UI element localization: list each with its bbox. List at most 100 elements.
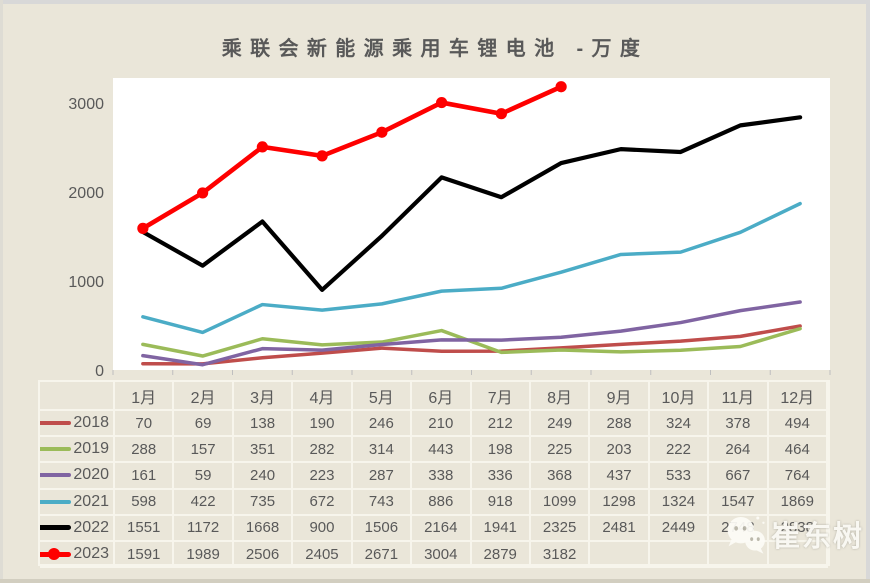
legend-2018-swatch	[40, 421, 72, 426]
value-cell-2021: 743	[352, 489, 413, 516]
value-cell-2022: 1668	[233, 515, 294, 542]
legend-2018: 2018	[40, 411, 115, 438]
legend-2019: 2019	[40, 437, 115, 464]
value-cell-2022: 1551	[115, 515, 175, 542]
value-cell-2020: 667	[709, 463, 769, 490]
value-cell-2020: 764	[768, 463, 828, 490]
value-cell-2020: 223	[293, 463, 353, 490]
legend-2022: 2022	[40, 515, 115, 542]
value-cell-2019: 222	[649, 437, 710, 464]
value-cell-2023: 3182	[530, 541, 591, 569]
value-cell-2018: 324	[649, 411, 710, 438]
legend-2023: 2023	[40, 541, 115, 569]
value-cell-2023: 2405	[293, 541, 353, 569]
value-cell-2019: 443	[412, 437, 472, 464]
value-cell-2020: 437	[590, 463, 650, 490]
legend-2022-swatch	[40, 525, 72, 531]
month-header: 11月	[709, 382, 769, 411]
value-cell-2020: 240	[233, 463, 294, 490]
value-cell-2019: 225	[530, 437, 591, 464]
value-cell-2023	[590, 541, 650, 569]
value-cell-2019: 198	[471, 437, 531, 464]
right-edge-strip	[866, 0, 870, 583]
month-header: 12月	[768, 382, 828, 411]
value-cell-2022: 1172	[174, 515, 234, 542]
month-header: 3月	[233, 382, 294, 411]
legend-2020: 2020	[40, 463, 115, 490]
legend-2021-label: 2021	[73, 492, 109, 510]
value-cell-2020: 336	[471, 463, 531, 490]
month-header: 1月	[115, 382, 175, 411]
plot-area	[113, 78, 830, 370]
y-axis-label: 3000	[68, 96, 104, 113]
value-cell-2020: 368	[530, 463, 591, 490]
value-cell-2021: 1547	[709, 489, 769, 516]
series-marker-2023	[436, 96, 448, 109]
value-cell-2021: 918	[471, 489, 531, 516]
value-cell-2018: 288	[590, 411, 650, 438]
bottom-edge-strip	[0, 579, 870, 583]
value-cell-2021: 1869	[768, 489, 828, 516]
y-axis-label: 1000	[68, 274, 104, 291]
value-cell-2019: 288	[115, 437, 175, 464]
legend-2021-swatch	[40, 499, 72, 504]
line-chart: 0 1000 2000 3000	[68, 78, 831, 380]
value-cell-2019: 351	[233, 437, 294, 464]
value-cell-2019: 314	[352, 437, 413, 464]
value-cell-2022: 2748	[709, 515, 769, 542]
value-cell-2018: 378	[709, 411, 769, 438]
value-cell-2022: 900	[293, 515, 353, 542]
series-line-2021	[141, 201, 802, 335]
legend-2018-label: 2018	[73, 414, 109, 432]
value-cell-2018: 210	[412, 411, 472, 438]
value-cell-2023: 2879	[471, 541, 531, 569]
value-cell-2018: 246	[352, 411, 413, 438]
value-cell-2022: 2164	[412, 515, 472, 542]
value-cell-2018: 69	[174, 411, 234, 438]
value-cell-2018: 138	[233, 411, 294, 438]
series-line-2023	[140, 84, 564, 231]
value-cell-2019: 464	[768, 437, 828, 464]
value-cell-2020: 161	[115, 463, 175, 490]
series-line-2018	[141, 324, 802, 366]
series-marker-2023	[137, 222, 149, 234]
value-cell-2023: 2671	[352, 541, 413, 569]
series-marker-2023	[316, 150, 328, 162]
value-cell-2022: 2838	[768, 515, 828, 542]
series-marker-2023	[256, 141, 268, 153]
y-axis-label: 0	[95, 363, 104, 380]
value-cell-2022: 1506	[352, 515, 413, 542]
value-cell-2019: 157	[174, 437, 234, 464]
legend-2019-label: 2019	[73, 440, 109, 458]
month-header: 9月	[590, 382, 650, 411]
value-cell-2021: 1099	[530, 489, 591, 516]
series-marker-2023	[495, 108, 507, 120]
chart-title: 乘联会新能源乘用车锂电池 -万度	[221, 38, 649, 60]
table-corner-cell	[40, 382, 115, 411]
value-cell-2021: 422	[174, 489, 234, 516]
series-marker-2023	[376, 126, 388, 138]
value-cell-2021: 672	[293, 489, 353, 516]
series-marker-2023	[555, 81, 567, 93]
legend-2023-label: 2023	[73, 545, 109, 563]
value-cell-2019: 282	[293, 437, 353, 464]
value-cell-2022: 2325	[530, 515, 591, 542]
value-cell-2019: 264	[709, 437, 769, 464]
value-cell-2020: 338	[412, 463, 472, 490]
value-cell-2023: 1591	[115, 541, 175, 569]
value-cell-2021: 1298	[590, 489, 650, 516]
value-cell-2022: 2449	[649, 515, 710, 542]
legend-marker-dot	[48, 548, 61, 561]
value-cell-2020: 533	[649, 463, 710, 490]
month-header: 4月	[293, 382, 353, 411]
value-cell-2023	[709, 541, 769, 569]
month-header: 6月	[412, 382, 472, 411]
top-edge-strip	[0, 0, 870, 4]
value-cell-2022: 1941	[471, 515, 531, 542]
value-cell-2021: 598	[115, 489, 175, 516]
legend-2020-label: 2020	[73, 466, 109, 484]
legend-2022-label: 2022	[73, 518, 109, 536]
value-cell-2020: 287	[352, 463, 413, 490]
value-cell-2018: 249	[530, 411, 591, 438]
value-cell-2023	[768, 541, 828, 569]
